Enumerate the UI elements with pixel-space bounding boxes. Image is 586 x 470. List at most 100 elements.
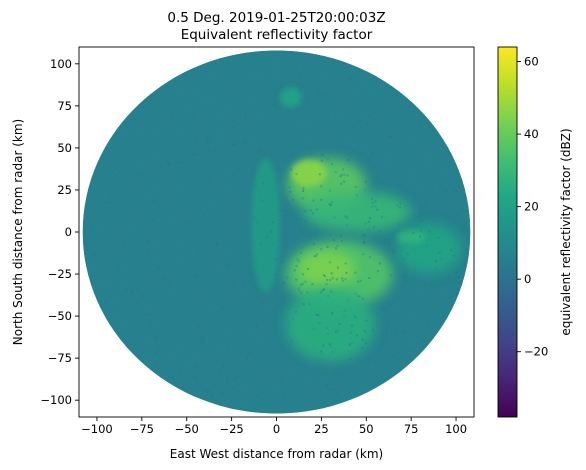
noise-cell (142, 111, 145, 114)
noise-cell (300, 124, 303, 127)
noise-cell (230, 375, 233, 378)
noise-cell (158, 306, 161, 309)
noise-cell (333, 238, 336, 241)
noise-cell (430, 177, 433, 180)
noise-cell (435, 186, 438, 189)
noise-cell (167, 357, 170, 360)
noise-cell (435, 268, 438, 271)
noise-cell (294, 311, 297, 314)
noise-cell (426, 324, 429, 327)
noise-cell (277, 371, 280, 374)
noise-cell (353, 143, 356, 146)
noise-cell (132, 142, 135, 145)
noise-cell (288, 373, 291, 376)
noise-cell (436, 130, 439, 133)
noise-cell (347, 299, 350, 302)
noise-cell (237, 376, 240, 379)
noise-cell (430, 131, 433, 134)
noise-cell (339, 175, 342, 178)
noise-cell (386, 374, 389, 377)
noise-cell (233, 264, 236, 267)
noise-cell (251, 124, 254, 127)
noise-cell (272, 303, 275, 306)
x-tick-label: 50 (359, 422, 374, 436)
noise-cell (281, 338, 284, 341)
noise-cell (235, 320, 238, 323)
noise-cell (275, 146, 278, 149)
noise-cell (287, 236, 290, 239)
noise-cell (226, 265, 229, 268)
noise-cell (129, 177, 132, 180)
noise-cell (412, 356, 415, 359)
noise-cell (398, 326, 401, 329)
noise-cell (224, 249, 227, 252)
noise-cell (364, 222, 367, 225)
noise-cell (313, 327, 316, 330)
noise-cell (416, 160, 419, 163)
noise-cell (96, 184, 99, 187)
noise-cell (250, 332, 253, 335)
noise-cell (270, 378, 273, 381)
x-tick-label: −75 (130, 422, 154, 436)
noise-cell (158, 341, 161, 344)
noise-cell (154, 338, 157, 341)
noise-cell (262, 399, 265, 402)
noise-cell (398, 230, 401, 233)
noise-cell (239, 227, 242, 230)
noise-cell (460, 209, 463, 212)
noise-cell (302, 273, 305, 276)
noise-cell (261, 397, 264, 400)
noise-cell (312, 242, 315, 245)
x-tick-label: −50 (175, 422, 199, 436)
noise-cell (300, 218, 303, 221)
noise-cell (186, 141, 189, 144)
noise-cell (368, 152, 371, 155)
noise-cell (253, 147, 256, 150)
noise-cell (394, 296, 397, 299)
noise-cell (281, 376, 284, 379)
noise-cell (446, 189, 449, 192)
noise-cell (257, 258, 260, 261)
noise-cell (207, 147, 210, 150)
noise-cell (329, 279, 332, 282)
noise-cell (385, 314, 388, 317)
noise-cell (212, 307, 215, 310)
colorbar-label: equivalent reflectivity factor (dBZ) (559, 128, 573, 335)
noise-cell (198, 353, 201, 356)
noise-cell (374, 200, 377, 203)
noise-cell (249, 352, 252, 355)
noise-cell (129, 291, 132, 294)
noise-cell (252, 175, 255, 178)
noise-cell (253, 215, 256, 218)
noise-cell (298, 70, 301, 73)
noise-cell (340, 174, 343, 177)
noise-cell (367, 228, 370, 231)
noise-cell (286, 205, 289, 208)
noise-cell (419, 301, 422, 304)
noise-cell (304, 381, 307, 384)
noise-cell (174, 101, 177, 104)
noise-cell (226, 236, 229, 239)
noise-cell (174, 146, 177, 149)
noise-cell (210, 277, 213, 280)
noise-cell (192, 246, 195, 249)
noise-cell (313, 59, 316, 62)
noise-cell (210, 177, 213, 180)
noise-cell (151, 244, 154, 247)
y-tick-label: −25 (48, 267, 72, 281)
noise-cell (292, 199, 295, 202)
noise-cell (347, 79, 350, 82)
noise-cell (219, 151, 222, 154)
noise-cell (336, 105, 339, 108)
noise-cell (138, 337, 141, 340)
noise-cell (404, 359, 407, 362)
noise-cell (420, 309, 423, 312)
noise-cell (349, 138, 352, 141)
noise-cell (241, 396, 244, 399)
noise-cell (330, 70, 333, 73)
noise-cell (123, 239, 126, 242)
noise-cell (208, 181, 211, 184)
noise-cell (451, 276, 454, 279)
noise-cell (327, 139, 330, 142)
noise-cell (322, 344, 325, 347)
